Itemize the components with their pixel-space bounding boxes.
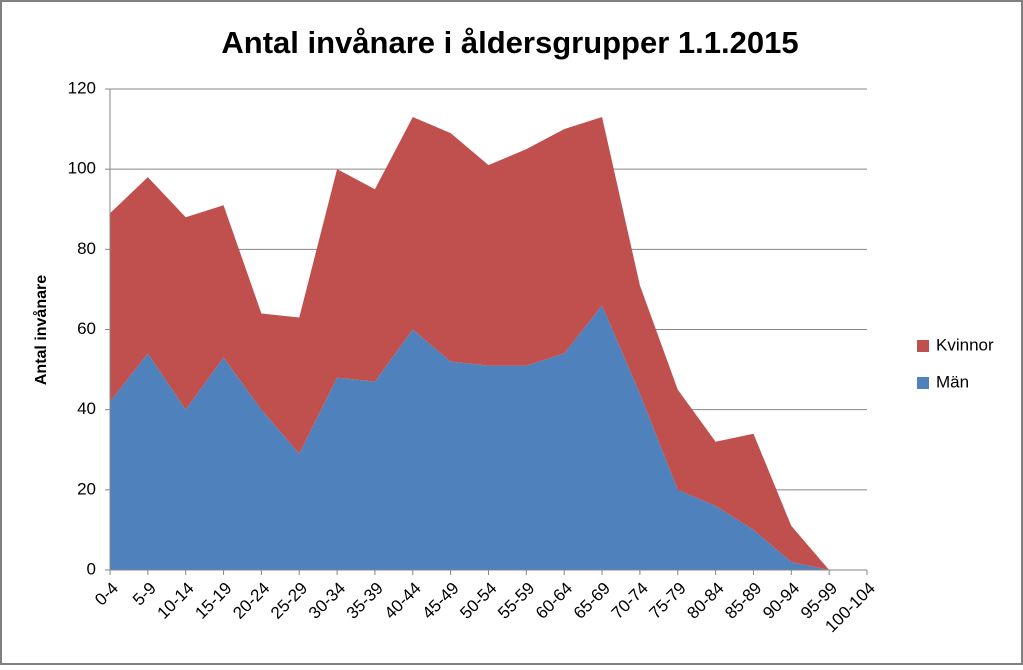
area xyxy=(110,305,830,570)
legend-swatch xyxy=(917,340,929,352)
y-tick-label: 100 xyxy=(68,159,96,178)
y-axis-label: Antal invånare xyxy=(32,275,50,385)
legend-label: Kvinnor xyxy=(936,335,994,354)
y-tick-label: 0 xyxy=(87,559,96,578)
legend-swatch xyxy=(917,377,929,389)
y-tick-label: 60 xyxy=(77,319,96,338)
y-tick-label: 80 xyxy=(77,239,96,258)
area xyxy=(110,117,830,570)
y-tick-label: 40 xyxy=(77,399,96,418)
y-tick-label: 120 xyxy=(68,78,96,97)
chart-title: Antal invånare i åldersgrupper 1.1.2015 xyxy=(221,25,798,60)
legend-label: Män xyxy=(936,372,969,391)
y-tick-label: 20 xyxy=(77,479,96,498)
